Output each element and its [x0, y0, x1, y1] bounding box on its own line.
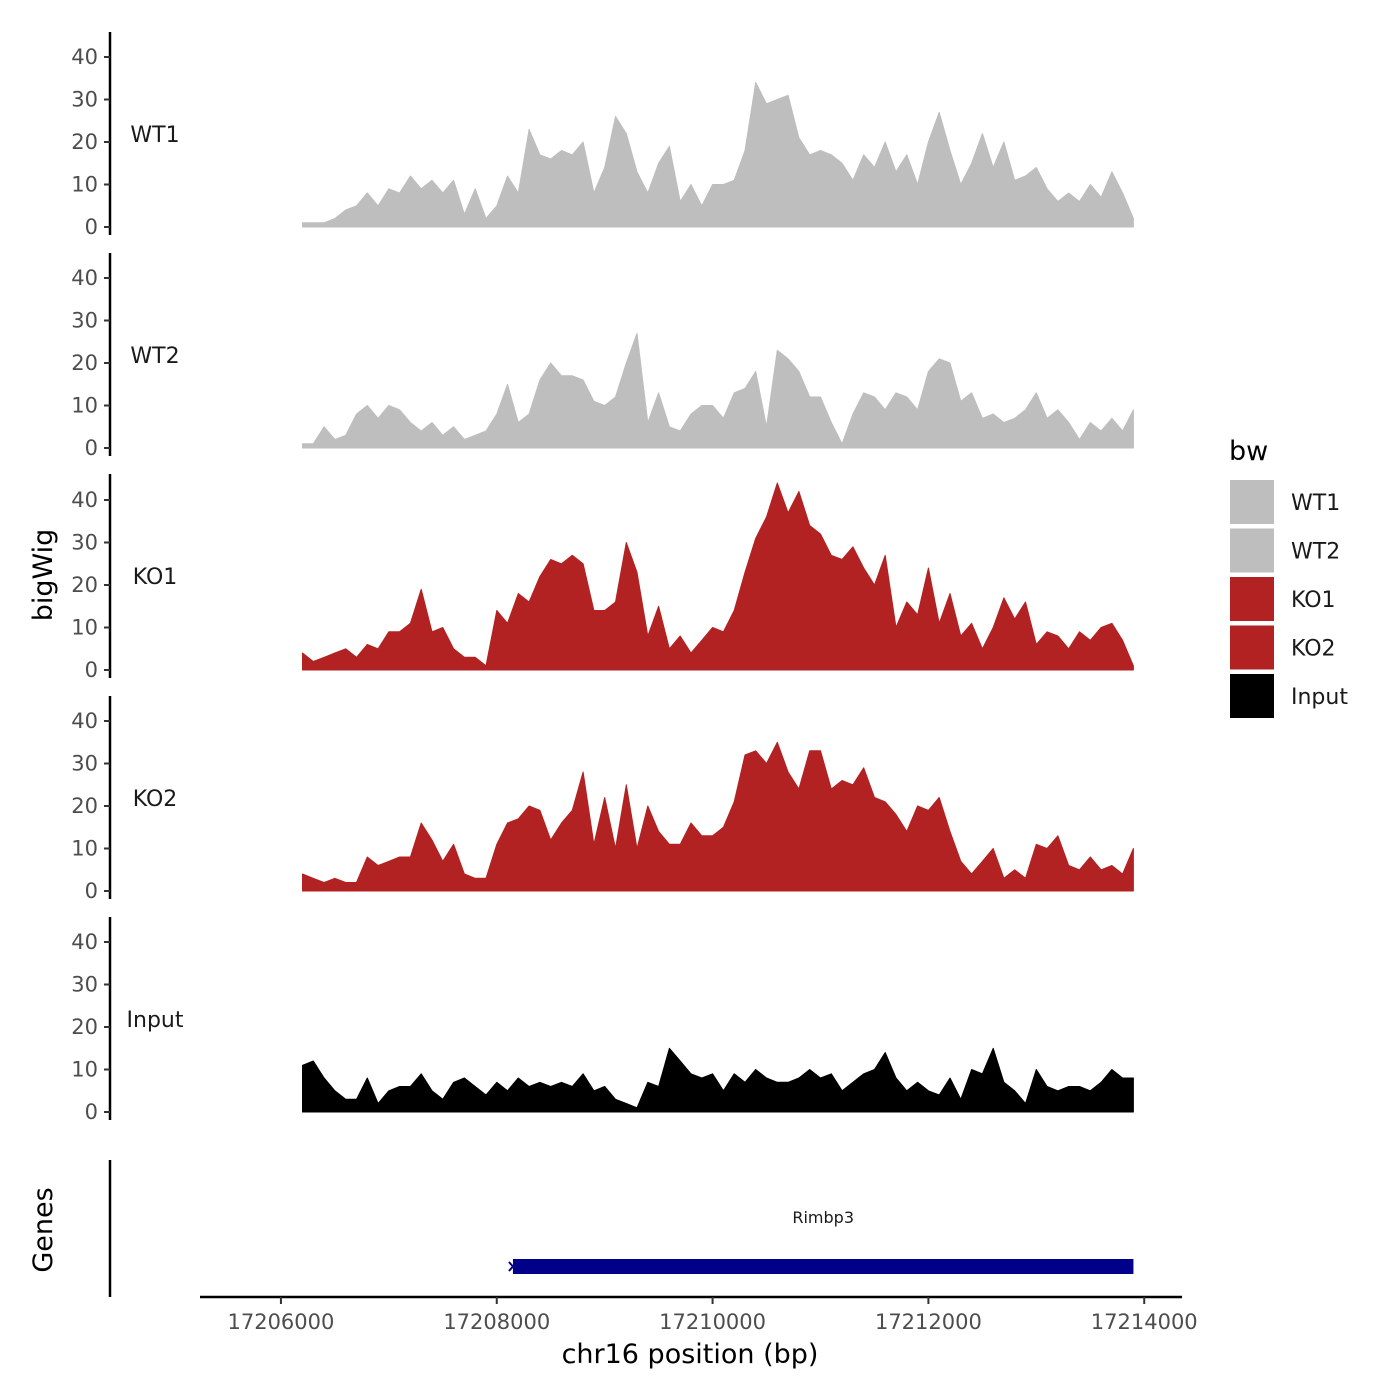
coverage-area-ko1	[302, 482, 1134, 671]
legend-key-wt1	[1230, 480, 1274, 524]
y-tick-label: 20	[71, 1015, 98, 1039]
coverage-area-wt1	[302, 82, 1134, 228]
y-tick-label: 10	[71, 173, 98, 197]
panel-input: 0 10 20 30 40 Input	[71, 917, 1134, 1124]
y-tick-label: 10	[71, 616, 98, 640]
panel-label: KO2	[133, 787, 178, 812]
y-tick-label: 30	[71, 531, 98, 555]
y-tick-label: 30	[71, 752, 98, 776]
y-tick-label: 20	[71, 351, 98, 375]
y-tick-label: 0	[85, 215, 98, 239]
panel-wt2: 0 10 20 30 40 WT2	[71, 253, 1134, 460]
x-tick-label: 17208000	[443, 1310, 550, 1334]
y-tick-label: 0	[85, 658, 98, 682]
y-tick-label: 30	[71, 309, 98, 333]
panel-label: Input	[127, 1008, 184, 1033]
gene-body	[512, 1259, 1134, 1274]
panel-label: KO1	[133, 565, 178, 590]
y-tick-label: 20	[71, 130, 98, 154]
x-axis: 17206000 17208000 17210000 17212000 17214000	[200, 1295, 1198, 1334]
gene-label: Rimbp3	[792, 1208, 854, 1227]
y-tick-label: 30	[71, 973, 98, 997]
gene-track-title: Genes	[28, 1187, 59, 1272]
y-tick-label: 0	[85, 1100, 98, 1124]
panel-wt1: 0 10 20 30 40 WT1	[71, 32, 1134, 239]
y-tick-label: 20	[71, 794, 98, 818]
y-tick-label: 0	[85, 436, 98, 460]
legend-key-ko2	[1230, 625, 1274, 670]
y-tick-label: 0	[85, 879, 98, 903]
gene-track: Rimbp3	[108, 1160, 1134, 1297]
panel-label: WT1	[130, 123, 179, 148]
y-tick-label: 40	[71, 488, 98, 512]
y-tick-label: 40	[71, 266, 98, 290]
x-tick-label: 17214000	[1091, 1310, 1198, 1334]
y-tick-label: 10	[71, 394, 98, 418]
legend-label: KO2	[1291, 637, 1336, 662]
legend-key-input	[1230, 674, 1274, 718]
legend-key-wt2	[1230, 528, 1274, 573]
x-tick-label: 17212000	[875, 1310, 982, 1334]
coverage-area-ko2	[302, 741, 1134, 892]
y-tick-label: 40	[71, 930, 98, 954]
gene-strand-marker	[508, 1261, 518, 1272]
legend-label: KO1	[1291, 588, 1336, 613]
coverage-area-wt2	[302, 332, 1134, 449]
x-tick-label: 17206000	[227, 1310, 334, 1334]
panel-ko2: 0 10 20 30 40 KO2	[71, 696, 1134, 903]
coverage-area-input	[302, 1047, 1134, 1113]
y-tick-label: 20	[71, 573, 98, 597]
y-tick-label: 30	[71, 88, 98, 112]
legend-key-ko1	[1230, 577, 1274, 621]
x-tick-label: 17210000	[659, 1310, 766, 1334]
panel-ko1: 0 10 20 30 40 KO1	[71, 474, 1134, 682]
coverage-panels: 0 10 20 30 40 WT1 0 10 20 30 40 WT2 0 10 20 30 40 KO1 0 10 2…	[71, 32, 1134, 1124]
legend: bw WT1 WT2 KO1 KO2 Input	[1229, 436, 1348, 718]
legend-label: WT1	[1291, 491, 1340, 516]
panel-label: WT2	[130, 344, 179, 369]
y-tick-label: 40	[71, 45, 98, 69]
legend-label: Input	[1291, 685, 1348, 710]
legend-title: bw	[1229, 436, 1268, 467]
y-tick-label: 10	[71, 837, 98, 861]
y-tick-label: 40	[71, 709, 98, 733]
y-axis-title: bigWig	[28, 529, 59, 622]
legend-label: WT2	[1291, 540, 1340, 565]
x-axis-title: chr16 position (bp)	[562, 1339, 819, 1370]
y-tick-label: 10	[71, 1058, 98, 1082]
